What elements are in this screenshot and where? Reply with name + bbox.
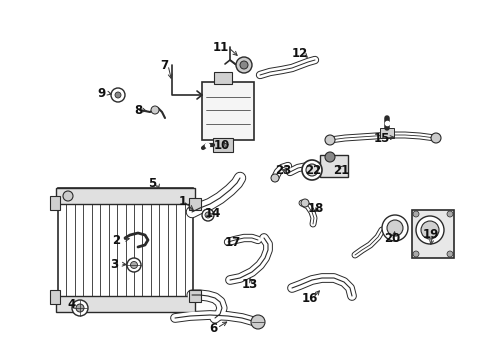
Bar — [189, 198, 201, 210]
Circle shape — [127, 258, 141, 272]
Circle shape — [302, 160, 321, 180]
Circle shape — [72, 300, 88, 316]
Text: 7: 7 — [160, 59, 168, 72]
Circle shape — [325, 135, 334, 145]
Bar — [214, 72, 231, 84]
Bar — [56, 296, 195, 312]
Bar — [189, 290, 201, 302]
Circle shape — [430, 133, 440, 143]
Text: 8: 8 — [134, 104, 142, 117]
Text: 21: 21 — [332, 163, 348, 176]
Circle shape — [381, 215, 407, 241]
Circle shape — [270, 174, 279, 182]
Bar — [319, 155, 347, 177]
Circle shape — [301, 199, 308, 207]
Bar — [50, 290, 60, 304]
Text: 9: 9 — [97, 86, 105, 99]
Text: 22: 22 — [304, 163, 321, 176]
Circle shape — [115, 92, 121, 98]
Bar — [379, 128, 393, 138]
Circle shape — [412, 251, 418, 257]
Text: 13: 13 — [242, 279, 258, 292]
Text: 6: 6 — [208, 321, 217, 334]
Circle shape — [412, 211, 418, 217]
Text: 11: 11 — [212, 41, 229, 54]
Text: 4: 4 — [68, 298, 76, 311]
Circle shape — [415, 216, 443, 244]
Text: 20: 20 — [383, 231, 399, 244]
Circle shape — [76, 304, 84, 312]
Text: 1: 1 — [179, 194, 187, 207]
Text: 19: 19 — [422, 228, 438, 240]
Text: 18: 18 — [307, 202, 324, 215]
Bar — [202, 82, 253, 140]
Circle shape — [420, 221, 438, 239]
Circle shape — [240, 61, 247, 69]
Bar — [411, 210, 453, 258]
Text: 2: 2 — [112, 234, 120, 247]
Circle shape — [111, 88, 125, 102]
Text: 12: 12 — [291, 46, 307, 59]
Circle shape — [236, 57, 251, 73]
Circle shape — [202, 209, 214, 221]
Text: 23: 23 — [274, 163, 290, 176]
Circle shape — [151, 106, 159, 114]
Text: 5: 5 — [147, 176, 156, 189]
Text: 10: 10 — [213, 139, 230, 152]
Circle shape — [204, 212, 210, 218]
Text: 16: 16 — [301, 292, 318, 305]
Bar — [213, 138, 232, 152]
Circle shape — [130, 261, 137, 269]
Circle shape — [446, 251, 452, 257]
Circle shape — [386, 220, 402, 236]
Text: 14: 14 — [204, 207, 221, 220]
Circle shape — [325, 152, 334, 162]
Bar — [58, 188, 193, 312]
Text: 17: 17 — [224, 237, 241, 249]
Circle shape — [250, 315, 264, 329]
Text: 3: 3 — [110, 257, 118, 270]
Text: 15: 15 — [373, 131, 389, 144]
Circle shape — [63, 191, 73, 201]
Bar — [50, 196, 60, 210]
Circle shape — [446, 211, 452, 217]
Circle shape — [305, 164, 317, 176]
Bar — [56, 188, 195, 204]
